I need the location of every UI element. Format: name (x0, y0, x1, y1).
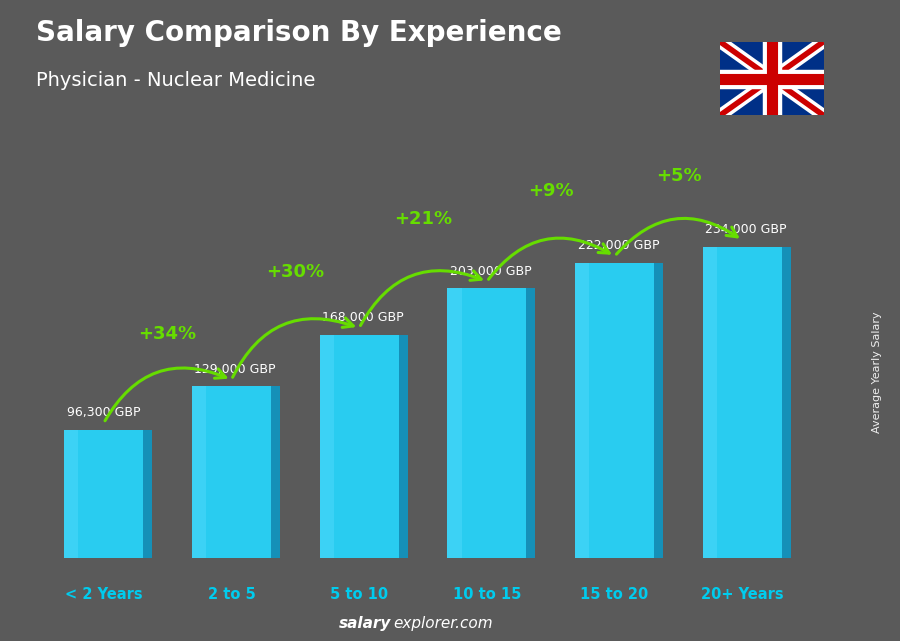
Text: 203,000 GBP: 203,000 GBP (450, 265, 532, 278)
Polygon shape (320, 335, 334, 558)
Text: +30%: +30% (266, 263, 324, 281)
Polygon shape (447, 288, 526, 558)
Polygon shape (399, 335, 408, 558)
Text: salary: salary (339, 617, 392, 631)
Polygon shape (64, 430, 78, 558)
Text: 96,300 GBP: 96,300 GBP (67, 406, 140, 419)
Text: +34%: +34% (139, 324, 196, 342)
Polygon shape (703, 247, 717, 558)
Text: 20+ Years: 20+ Years (701, 587, 784, 602)
Text: 10 to 15: 10 to 15 (453, 587, 521, 602)
Text: < 2 Years: < 2 Years (65, 587, 142, 602)
Text: +9%: +9% (528, 183, 573, 201)
Text: Physician - Nuclear Medicine: Physician - Nuclear Medicine (36, 71, 315, 90)
Text: 129,000 GBP: 129,000 GBP (194, 363, 275, 376)
Text: 168,000 GBP: 168,000 GBP (322, 311, 404, 324)
Polygon shape (192, 387, 206, 558)
Text: 5 to 10: 5 to 10 (330, 587, 388, 602)
Polygon shape (526, 288, 536, 558)
Polygon shape (703, 247, 782, 558)
Text: explorer.com: explorer.com (393, 617, 493, 631)
Polygon shape (271, 387, 280, 558)
Polygon shape (192, 387, 271, 558)
Text: 222,000 GBP: 222,000 GBP (578, 239, 659, 253)
Text: +21%: +21% (394, 210, 452, 228)
Text: 2 to 5: 2 to 5 (208, 587, 256, 602)
Polygon shape (575, 263, 654, 558)
Text: 234,000 GBP: 234,000 GBP (706, 223, 787, 237)
Text: Average Yearly Salary: Average Yearly Salary (872, 311, 883, 433)
Polygon shape (143, 430, 152, 558)
Polygon shape (64, 430, 143, 558)
Polygon shape (782, 247, 791, 558)
Text: 15 to 20: 15 to 20 (580, 587, 649, 602)
Polygon shape (320, 335, 399, 558)
Polygon shape (575, 263, 590, 558)
Text: +5%: +5% (656, 167, 701, 185)
Polygon shape (654, 263, 663, 558)
Text: Salary Comparison By Experience: Salary Comparison By Experience (36, 19, 562, 47)
Polygon shape (447, 288, 462, 558)
